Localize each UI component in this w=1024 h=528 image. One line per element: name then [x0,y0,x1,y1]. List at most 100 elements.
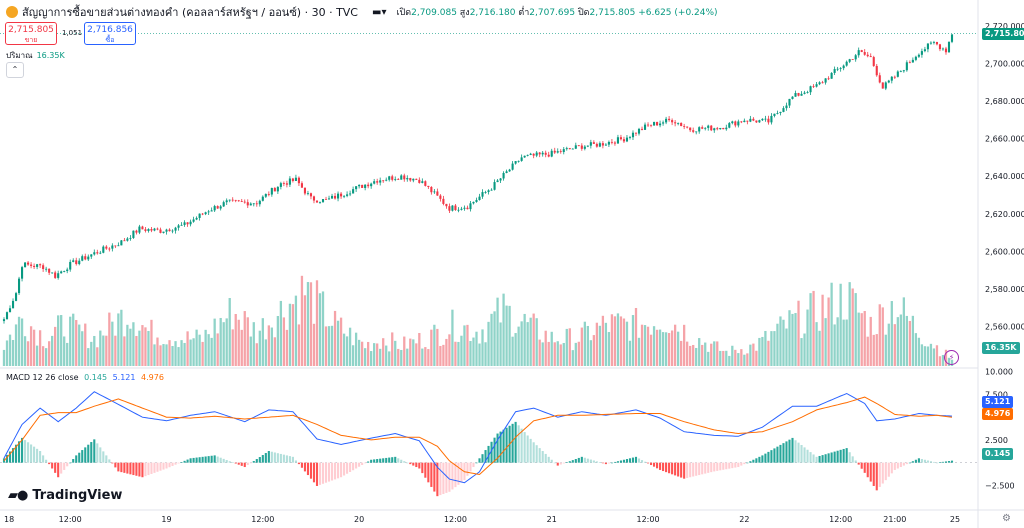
macd-hist-bar [451,462,454,490]
volume-bar [439,345,442,366]
candle-body [352,189,355,194]
price-tick-label: 2,640.000 [985,172,1024,181]
candle-body [505,171,508,173]
volume-bar [857,312,860,366]
volume-bar [797,300,800,366]
volume-bar [403,336,406,366]
volume-bar [225,318,228,366]
volume-bar [743,354,746,366]
volume-bar [288,303,292,366]
volume-bar [845,319,848,366]
macd-hist-bar [743,462,746,465]
candle-body [812,86,815,88]
macd-hist-bar [800,445,803,463]
volume-bar [932,348,936,366]
macd-hist-bar [27,442,30,463]
macd-hist-bar [785,441,788,463]
volume-bar [333,310,337,366]
volume-bar [255,343,258,366]
macd-hist-bar [457,462,460,485]
volume-bar [851,288,854,366]
macd-hist-bar [529,438,532,463]
macd-hist-bar [14,444,18,463]
candle-body [240,201,243,202]
macd-hist-bar [273,452,276,463]
volume-bar [821,294,824,366]
candle-body [565,148,568,150]
macd-hist-bar [737,462,740,468]
macd-hist-bar [177,462,180,464]
volume-bar [529,317,532,366]
high-label: สูง [459,8,470,18]
macd-hist-bar [270,451,273,463]
sell-button[interactable]: 2,715.805 ขาย [5,22,57,45]
macd-hist-bar [848,452,851,463]
volume-bar [180,340,183,366]
macd-hist-bar [887,462,890,477]
candle-body [734,121,737,126]
macd-hist-bar [318,462,322,485]
candle-body [737,121,740,126]
candle-body [848,59,851,62]
macd-hist-bar [8,451,12,463]
macd-hist-bar [433,462,436,492]
macd-hist-bar [719,462,722,471]
candle-body [902,70,905,72]
time-tick-label: 12:00 [637,515,660,524]
candle-body [379,180,382,183]
candlesticks [2,34,954,324]
macd-hist-bar [773,448,776,463]
macd-hist-bar [646,462,650,464]
macd-hist-bar [890,462,893,474]
collapse-chevron-icon[interactable]: ⌃ [6,62,24,78]
macd-hist-bar [249,462,252,464]
macd-hist-bar [66,462,69,467]
volume-bar [258,330,261,366]
more-dots-icon[interactable]: ▬▾ [372,6,387,18]
volume-bar [818,330,821,366]
volume-bar [273,337,277,366]
candle-body [87,256,90,260]
macd-hist-bar [276,453,279,463]
candle-body [300,183,303,188]
macd-hist-bar [294,460,297,463]
macd-hist-bar [430,462,433,487]
macd-hist-bar [490,441,493,463]
candle-body [75,260,78,265]
candle-body [773,113,776,116]
candle-body [502,172,505,179]
volume-bar [664,332,668,366]
macd-hist-bar [382,458,385,463]
volume-bar [815,322,818,366]
candle-body [580,145,583,149]
macd-hist-bar [637,458,641,463]
macd-lines [3,391,953,484]
tradingview-logo[interactable]: ▰● TradingView [8,488,122,503]
macd-hist-bar [830,452,833,463]
macd-hist-bar [225,460,228,463]
macd-hist-bar [33,446,36,463]
gear-icon[interactable]: ⚙ [1002,513,1011,524]
macd-hist-bar [39,451,42,463]
price-tick-label: 2,620.000 [985,210,1024,219]
macd-hist-bar [54,462,57,473]
candle-body [532,153,535,156]
candle-body [249,203,252,206]
volume-bar [562,342,565,366]
high-value: 2,716.180 [469,8,516,18]
macd-hist-bar [231,462,234,463]
volume-bar [207,334,210,366]
buy-button[interactable]: 2,716.856 ซื้อ [84,22,136,45]
symbol-title[interactable]: สัญญาการซื้อขายส่วนต่างทองคำ (คอลลาร์สหร… [22,6,358,19]
candle-body [758,120,761,123]
volume-bar [415,343,418,366]
volume-bar [556,341,559,366]
volume-bar [779,316,782,366]
lightning-icon[interactable]: ⚡ [944,350,959,365]
candle-body [343,195,346,197]
macd-hist-bar [156,462,159,472]
macd-hist-bar [779,444,782,463]
candle-body [803,92,806,94]
volume-bar [595,322,599,366]
